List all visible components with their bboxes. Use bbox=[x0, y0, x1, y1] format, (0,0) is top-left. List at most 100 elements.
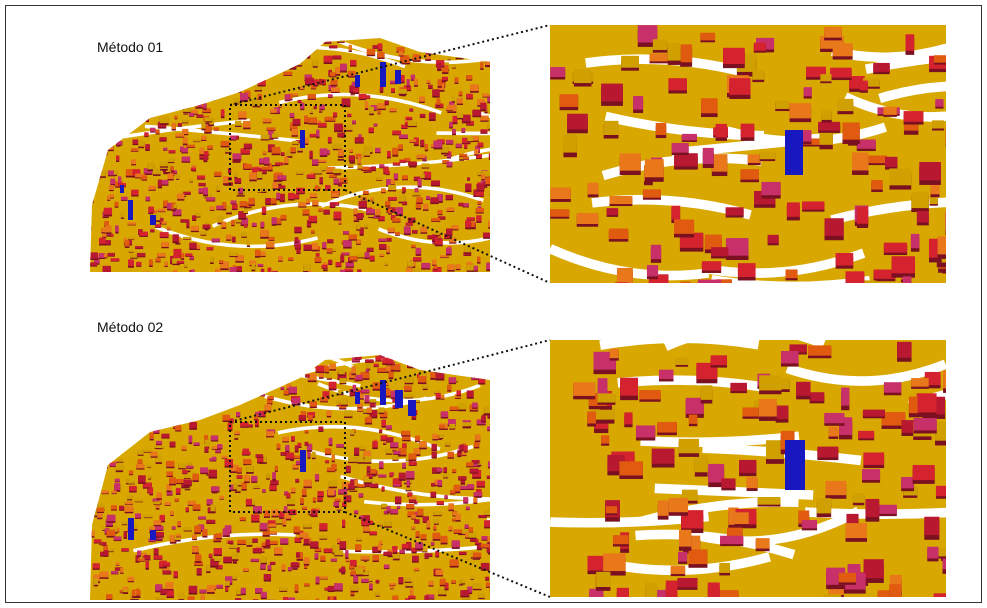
building bbox=[796, 381, 811, 396]
building bbox=[573, 382, 596, 396]
building bbox=[476, 154, 482, 159]
building bbox=[432, 275, 438, 279]
building bbox=[715, 123, 727, 138]
building bbox=[402, 201, 408, 205]
building bbox=[487, 95, 490, 102]
building bbox=[152, 167, 161, 175]
building bbox=[616, 267, 633, 283]
building bbox=[155, 360, 165, 368]
building bbox=[99, 137, 104, 142]
building bbox=[200, 230, 207, 235]
building bbox=[104, 372, 113, 379]
building bbox=[402, 462, 407, 468]
building bbox=[196, 390, 202, 397]
building bbox=[399, 134, 408, 139]
building bbox=[336, 38, 345, 43]
building bbox=[164, 77, 171, 83]
building bbox=[123, 90, 128, 95]
building bbox=[677, 577, 698, 588]
building bbox=[251, 40, 256, 47]
building bbox=[233, 482, 237, 490]
building bbox=[280, 512, 285, 518]
building bbox=[493, 118, 497, 123]
building bbox=[93, 123, 103, 130]
building bbox=[587, 411, 596, 424]
building bbox=[355, 392, 360, 404]
building bbox=[177, 193, 185, 200]
building bbox=[407, 217, 416, 222]
building bbox=[183, 403, 191, 409]
building bbox=[406, 503, 415, 509]
building bbox=[250, 74, 260, 83]
building bbox=[702, 147, 714, 165]
building bbox=[213, 403, 217, 411]
building bbox=[381, 486, 385, 491]
building bbox=[188, 461, 192, 468]
building bbox=[332, 545, 340, 553]
building bbox=[222, 528, 230, 536]
building bbox=[274, 70, 279, 74]
building bbox=[103, 544, 108, 552]
building bbox=[338, 368, 345, 375]
building bbox=[475, 145, 480, 152]
building bbox=[386, 356, 394, 364]
building bbox=[127, 494, 133, 500]
building bbox=[913, 418, 937, 431]
building bbox=[414, 38, 420, 39]
building bbox=[366, 361, 371, 369]
building bbox=[360, 371, 370, 379]
building bbox=[441, 145, 449, 153]
building bbox=[124, 501, 133, 505]
building bbox=[491, 396, 495, 400]
building bbox=[450, 365, 456, 372]
building bbox=[175, 86, 179, 90]
zoom-indicator bbox=[229, 24, 551, 598]
building bbox=[312, 242, 318, 250]
building bbox=[390, 214, 396, 219]
building bbox=[465, 183, 472, 191]
building bbox=[339, 269, 346, 272]
building bbox=[489, 177, 490, 182]
building bbox=[471, 460, 480, 463]
building bbox=[452, 128, 456, 134]
building bbox=[803, 87, 812, 97]
building bbox=[178, 274, 185, 281]
building bbox=[155, 440, 163, 444]
building bbox=[103, 118, 112, 122]
building bbox=[91, 174, 97, 180]
building bbox=[603, 120, 619, 135]
building bbox=[173, 79, 178, 86]
building bbox=[371, 166, 376, 171]
building bbox=[644, 159, 664, 178]
building bbox=[366, 466, 371, 472]
building bbox=[143, 272, 151, 275]
building bbox=[106, 594, 113, 600]
building bbox=[688, 414, 698, 424]
building bbox=[353, 274, 360, 277]
building bbox=[356, 213, 363, 219]
building bbox=[99, 459, 108, 467]
building bbox=[283, 71, 293, 76]
building bbox=[155, 455, 162, 463]
building bbox=[364, 95, 371, 99]
building bbox=[489, 190, 490, 195]
building bbox=[243, 143, 253, 149]
building bbox=[114, 364, 121, 367]
building bbox=[114, 425, 123, 431]
building bbox=[306, 174, 316, 178]
building bbox=[424, 171, 428, 178]
building bbox=[192, 504, 201, 510]
building bbox=[433, 525, 437, 530]
building bbox=[164, 103, 171, 107]
building bbox=[845, 271, 865, 283]
building bbox=[366, 247, 374, 252]
building bbox=[268, 523, 277, 527]
building bbox=[312, 497, 317, 502]
building bbox=[294, 226, 302, 233]
building bbox=[935, 485, 946, 497]
building bbox=[113, 434, 122, 441]
building bbox=[404, 157, 411, 162]
building bbox=[353, 275, 360, 278]
building bbox=[129, 485, 137, 492]
building bbox=[312, 159, 319, 165]
